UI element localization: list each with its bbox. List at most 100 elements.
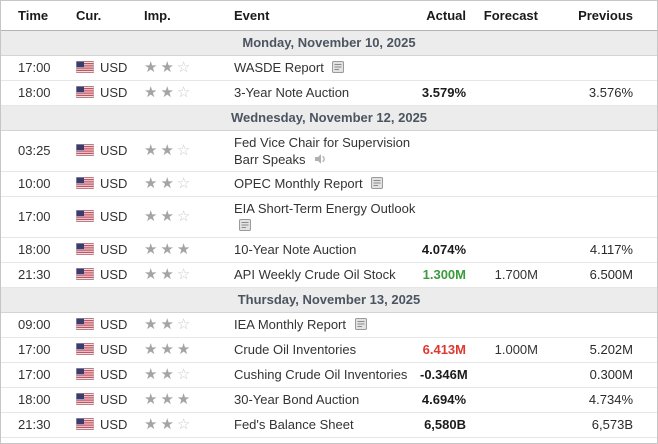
actual-value: 4.694% bbox=[420, 387, 476, 413]
actual-value bbox=[420, 312, 476, 338]
event-row[interactable]: 17:00 USD ★★☆ EIA Short-Term Energy Outloo… bbox=[1, 196, 657, 238]
speaker-icon[interactable] bbox=[314, 153, 328, 165]
us-flag-icon bbox=[76, 393, 94, 406]
previous-value bbox=[550, 55, 657, 81]
star-empty-icon: ☆ bbox=[176, 416, 194, 433]
actual-value: 4.074% bbox=[420, 237, 476, 263]
currency-label: USD bbox=[100, 242, 128, 257]
event-currency: USD bbox=[76, 80, 144, 106]
currency-label: USD bbox=[100, 143, 128, 158]
event-time: 18:00 bbox=[1, 80, 76, 106]
event-row[interactable]: 21:30 USD ★★☆ API Weekly Crude Oil Stock 1.… bbox=[1, 262, 657, 288]
currency-label: USD bbox=[100, 176, 128, 191]
us-flag-icon bbox=[76, 268, 94, 281]
us-flag-icon bbox=[76, 368, 94, 381]
event-currency: USD bbox=[76, 387, 144, 413]
star-filled-icon: ★ bbox=[176, 341, 194, 358]
event-time: 18:00 bbox=[1, 387, 76, 413]
event-name[interactable]: 30-Year Bond Auction bbox=[234, 392, 360, 407]
report-icon[interactable] bbox=[354, 318, 367, 330]
event-time: 21:30 bbox=[1, 412, 76, 438]
event-name[interactable]: Fed's Balance Sheet bbox=[234, 417, 354, 432]
star-filled-icon: ★ bbox=[144, 142, 161, 159]
event-currency: USD bbox=[76, 262, 144, 288]
calendar-body: Monday, November 10, 2025 17:00 USD ★★☆ WAS… bbox=[1, 29, 657, 438]
col-header-forecast: Forecast bbox=[476, 1, 550, 31]
event-row[interactable]: 09:00 USD ★★☆ IEA Monthly Report bbox=[1, 312, 657, 338]
event-name[interactable]: 3-Year Note Auction bbox=[234, 85, 350, 100]
event-name[interactable]: API Weekly Crude Oil Stock bbox=[234, 267, 396, 282]
event-row[interactable]: 18:00 USD ★★★ 10-Year Note Auction 4.074% 4.… bbox=[1, 237, 657, 263]
currency-label: USD bbox=[100, 267, 128, 282]
event-row[interactable]: 10:00 USD ★★☆ OPEC Monthly Report bbox=[1, 171, 657, 197]
event-name[interactable]: 10-Year Note Auction bbox=[234, 242, 357, 257]
importance-stars: ★★☆ bbox=[144, 196, 234, 238]
forecast-value bbox=[476, 362, 550, 388]
event-time: 17:00 bbox=[1, 337, 76, 363]
actual-value: -0.346M bbox=[420, 362, 476, 388]
report-icon[interactable] bbox=[332, 61, 345, 73]
importance-stars: ★★★ bbox=[144, 337, 234, 363]
event-name[interactable]: Crude Oil Inventories bbox=[234, 342, 357, 357]
importance-stars: ★★★ bbox=[144, 387, 234, 413]
forecast-value bbox=[476, 412, 550, 438]
report-icon[interactable] bbox=[239, 218, 251, 231]
actual-value: 6,580B bbox=[420, 412, 476, 438]
event-currency: USD bbox=[76, 237, 144, 263]
day-header-row: Wednesday, November 12, 2025 bbox=[1, 104, 657, 131]
event-name[interactable]: Fed Vice Chair for Supervision Barr Spea… bbox=[234, 134, 411, 167]
event-row[interactable]: 17:00 USD ★★☆ WASDE Report bbox=[1, 55, 657, 81]
us-flag-icon bbox=[76, 418, 94, 431]
event-row[interactable]: 18:00 USD ★★★ 30-Year Bond Auction 4.694% 4.… bbox=[1, 387, 657, 413]
event-time: 21:30 bbox=[1, 262, 76, 288]
importance-stars: ★★☆ bbox=[144, 80, 234, 106]
event-row[interactable]: 17:00 USD ★★★ Crude Oil Inventories 6.413M 1… bbox=[1, 337, 657, 363]
importance-stars: ★★☆ bbox=[144, 171, 234, 197]
event-time: 18:00 bbox=[1, 237, 76, 263]
star-empty-icon: ☆ bbox=[176, 175, 194, 192]
forecast-value bbox=[476, 312, 550, 338]
event-name[interactable]: OPEC Monthly Report bbox=[234, 176, 363, 191]
forecast-value bbox=[476, 80, 550, 106]
us-flag-icon bbox=[76, 61, 94, 74]
day-date-label: Monday, November 10, 2025 bbox=[1, 29, 657, 56]
importance-stars: ★★☆ bbox=[144, 55, 234, 81]
us-flag-icon bbox=[76, 343, 94, 356]
star-filled-icon: ★ bbox=[144, 208, 161, 225]
star-filled-icon: ★ bbox=[144, 241, 161, 258]
star-filled-icon: ★ bbox=[160, 341, 177, 358]
column-header-row: Time Cur. Imp. Event Actual Forecast Pre… bbox=[1, 1, 657, 31]
importance-stars: ★★☆ bbox=[144, 312, 234, 338]
event-currency: USD bbox=[76, 312, 144, 338]
star-empty-icon: ☆ bbox=[176, 84, 194, 101]
actual-value: 1.300M bbox=[420, 262, 476, 288]
us-flag-icon bbox=[76, 243, 94, 256]
currency-label: USD bbox=[100, 317, 128, 332]
event-name[interactable]: WASDE Report bbox=[234, 60, 324, 75]
importance-stars: ★★☆ bbox=[144, 262, 234, 288]
event-row[interactable]: 18:00 USD ★★☆ 3-Year Note Auction 3.579% 3.5… bbox=[1, 80, 657, 106]
event-name[interactable]: IEA Monthly Report bbox=[234, 317, 346, 332]
previous-value bbox=[550, 196, 657, 238]
actual-value bbox=[420, 55, 476, 81]
previous-value bbox=[550, 312, 657, 338]
forecast-value bbox=[476, 196, 550, 238]
event-row[interactable]: 17:00 USD ★★☆ Cushing Crude Oil Inventorie… bbox=[1, 362, 657, 388]
event-name[interactable]: Cushing Crude Oil Inventories bbox=[234, 367, 408, 382]
currency-label: USD bbox=[100, 85, 128, 100]
currency-label: USD bbox=[100, 342, 128, 357]
event-time: 17:00 bbox=[1, 55, 76, 81]
day-header-row: Thursday, November 13, 2025 bbox=[1, 286, 657, 313]
previous-value: 5.202M bbox=[550, 337, 657, 363]
event-name[interactable]: EIA Short-Term Energy Outlook bbox=[234, 200, 416, 216]
event-row[interactable]: 03:25 USD ★★☆ Fed Vice Chair for Supervisi… bbox=[1, 130, 657, 172]
star-filled-icon: ★ bbox=[160, 416, 177, 433]
event-row[interactable]: 21:30 USD ★★☆ Fed's Balance Sheet 6,580B 6,5… bbox=[1, 412, 657, 438]
us-flag-icon bbox=[76, 177, 94, 190]
actual-value bbox=[420, 171, 476, 197]
report-icon[interactable] bbox=[371, 177, 384, 189]
day-date-label: Wednesday, November 12, 2025 bbox=[1, 104, 657, 131]
col-header-previous: Previous bbox=[550, 1, 657, 31]
forecast-value bbox=[476, 171, 550, 197]
